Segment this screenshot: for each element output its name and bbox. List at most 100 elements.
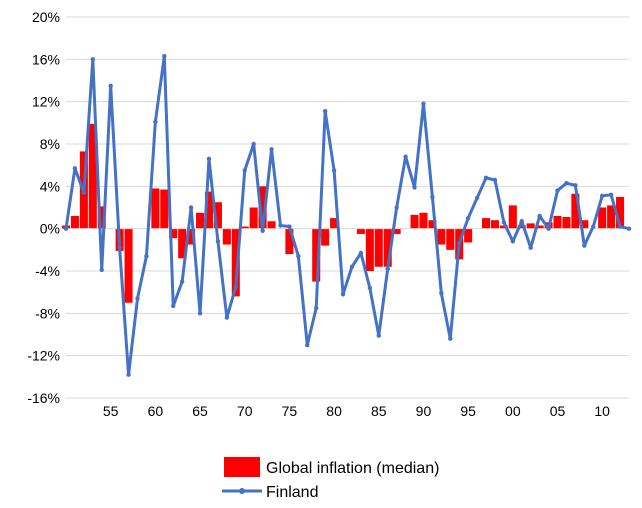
bar <box>321 228 330 246</box>
bar <box>446 228 455 250</box>
x-tick-label: 80 <box>326 403 342 419</box>
bar <box>160 189 169 229</box>
bar <box>490 220 499 229</box>
legend: Global inflation (median) Finland <box>222 457 439 501</box>
bar <box>616 196 625 229</box>
x-tick-label: 95 <box>460 403 476 419</box>
bar <box>410 214 419 229</box>
bar <box>553 215 562 229</box>
bar <box>196 212 205 229</box>
bar <box>169 228 178 239</box>
x-tick-label: 10 <box>594 403 610 419</box>
finland-point <box>501 220 507 225</box>
bar <box>464 228 473 243</box>
finland-point <box>144 253 149 259</box>
finland-point <box>251 141 256 147</box>
finland-point <box>153 119 158 124</box>
finland-point <box>278 223 283 228</box>
finland-point <box>573 183 578 188</box>
finland-point <box>448 336 453 341</box>
bar <box>151 188 160 229</box>
bar <box>356 228 365 234</box>
finland-point <box>224 315 230 320</box>
finland-point <box>135 296 140 301</box>
finland-point <box>439 291 444 296</box>
line-series-finland <box>63 53 632 377</box>
bar <box>508 205 517 229</box>
bar <box>240 226 249 229</box>
x-tick-label: 65 <box>192 403 208 419</box>
finland-point <box>305 342 310 348</box>
legend-swatch-global-inflation <box>224 457 260 477</box>
finland-point <box>179 279 185 284</box>
finland-point <box>626 226 632 231</box>
x-tick-label: 60 <box>148 403 164 419</box>
bar-series-global-inflation <box>61 123 625 303</box>
y-tick-label: -4% <box>35 263 60 279</box>
bar <box>187 228 196 245</box>
y-tick-label: 16% <box>32 51 60 67</box>
finland-point <box>421 101 426 106</box>
finland-point <box>430 194 435 200</box>
finland-point <box>331 168 337 173</box>
y-tick-label: -16% <box>27 390 60 406</box>
finland-point <box>519 219 524 224</box>
finland-point <box>358 250 364 256</box>
x-tick-label: 70 <box>237 403 253 419</box>
bar <box>571 193 580 229</box>
bar <box>267 221 276 229</box>
bar <box>437 228 446 245</box>
x-tick-label: 85 <box>371 403 387 419</box>
finland-point <box>197 311 203 316</box>
legend-label-global-inflation: Global inflation (median) <box>266 460 439 477</box>
bar <box>517 225 526 229</box>
bar <box>258 186 267 229</box>
x-tick-label: 05 <box>550 403 566 419</box>
bar <box>481 218 491 229</box>
finland-point <box>555 188 560 193</box>
y-tick-label: 0% <box>40 221 60 237</box>
finland-point <box>126 372 131 377</box>
bar <box>178 228 187 259</box>
finland-point <box>63 226 69 231</box>
y-tick-label: 20% <box>32 9 60 25</box>
bar <box>249 207 258 229</box>
y-tick-label: -8% <box>35 305 60 321</box>
finland-point <box>564 180 569 186</box>
bar <box>213 202 222 229</box>
x-tick-label: 90 <box>416 403 432 419</box>
finland-point <box>510 239 516 244</box>
bar <box>374 228 383 267</box>
finland-point <box>608 192 614 197</box>
finland-point <box>242 168 247 173</box>
y-tick-label: 4% <box>40 178 60 194</box>
x-tick-label: 55 <box>103 403 119 419</box>
bar <box>365 228 374 271</box>
y-axis-tick-labels: -16% -12% -8% -4% 0% 4% 8% 12% 16% 20% <box>27 9 60 406</box>
finland-point <box>591 224 596 229</box>
bar <box>383 228 392 267</box>
finland-point <box>528 245 533 250</box>
finland-point <box>385 266 390 272</box>
bar <box>88 123 97 229</box>
finland-point <box>287 224 292 229</box>
finland-point <box>492 177 498 183</box>
bar <box>526 223 535 229</box>
finland-point <box>314 305 319 311</box>
finland-point <box>322 108 328 114</box>
finland-point <box>376 333 381 338</box>
finland-point <box>108 83 113 88</box>
finland-point <box>546 226 551 231</box>
finland-point <box>260 228 265 233</box>
bar <box>70 215 79 229</box>
bar <box>222 228 231 245</box>
bar <box>312 228 321 282</box>
finland-point <box>537 213 542 219</box>
finland-point <box>81 190 87 195</box>
finland-point <box>403 154 408 159</box>
finland-point <box>206 156 212 162</box>
finland-point <box>367 285 373 291</box>
bar <box>330 218 339 229</box>
bar <box>124 228 133 303</box>
